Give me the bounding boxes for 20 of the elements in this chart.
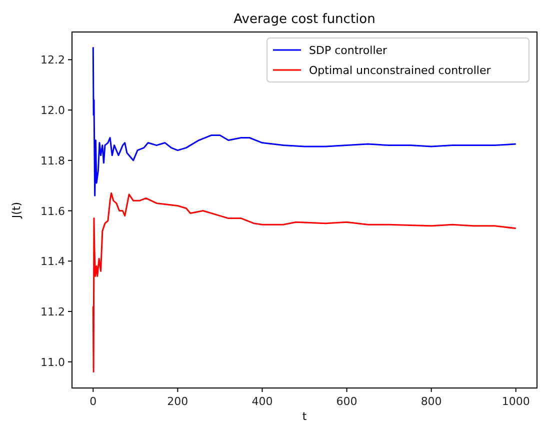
y-tick-label: 11.4 xyxy=(40,255,65,268)
legend-label: SDP controller xyxy=(309,44,388,57)
line-series xyxy=(92,192,517,373)
line-series xyxy=(92,46,517,196)
legend-label: Optimal unconstrained controller xyxy=(309,64,492,77)
y-tick-label: 12.2 xyxy=(40,54,65,67)
x-tick-label: 0 xyxy=(90,395,97,408)
x-tick-label: 400 xyxy=(252,395,273,408)
chart-title: Average cost function xyxy=(234,12,376,27)
y-tick-label: 11.8 xyxy=(40,154,65,168)
y-tick-label: 11.6 xyxy=(40,204,65,218)
x-tick-label: 600 xyxy=(336,395,358,408)
x-tick-label: 200 xyxy=(167,395,188,408)
y-tick-label: 11.0 xyxy=(40,356,65,369)
x-tick-label: 1000 xyxy=(502,395,530,408)
y-tick-label: 12.0 xyxy=(40,104,65,118)
y-axis-title: J(t) xyxy=(10,202,23,220)
y-tick-label: 11.2 xyxy=(40,305,65,318)
x-axis-title: t xyxy=(302,410,308,423)
x-tick-label: 800 xyxy=(420,395,442,408)
